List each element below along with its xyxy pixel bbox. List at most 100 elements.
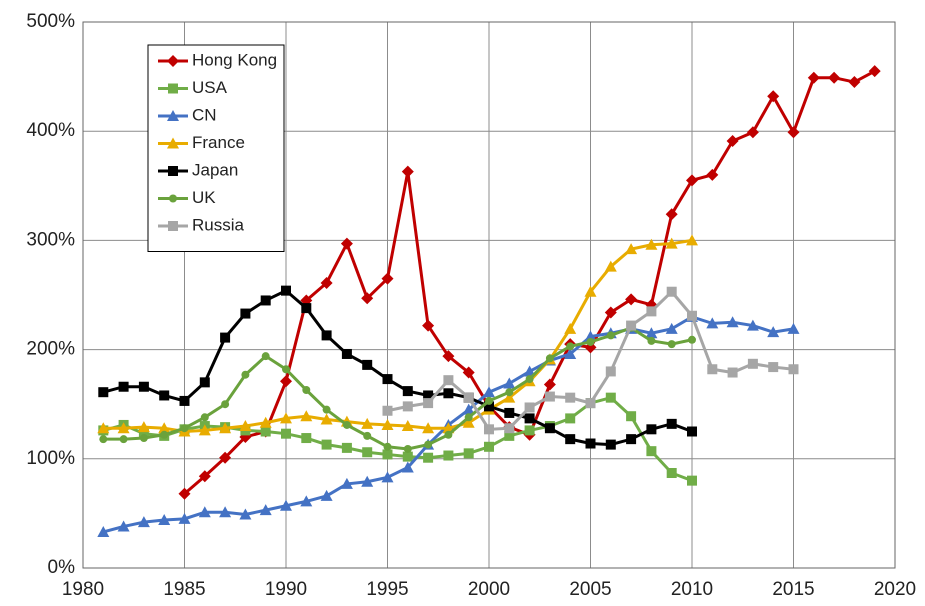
marker bbox=[443, 450, 454, 461]
marker bbox=[564, 322, 577, 334]
marker bbox=[178, 487, 191, 500]
marker bbox=[320, 276, 333, 289]
marker bbox=[168, 83, 178, 94]
marker bbox=[646, 306, 657, 317]
marker bbox=[604, 306, 617, 319]
marker bbox=[665, 237, 678, 249]
x-tick-label: 1980 bbox=[62, 579, 104, 600]
marker bbox=[665, 322, 678, 334]
marker bbox=[260, 426, 271, 437]
marker bbox=[167, 137, 179, 149]
marker bbox=[99, 435, 108, 444]
marker bbox=[301, 433, 312, 444]
marker bbox=[726, 316, 739, 328]
marker bbox=[686, 174, 698, 187]
marker bbox=[137, 516, 150, 528]
marker bbox=[260, 295, 271, 306]
marker bbox=[586, 337, 595, 346]
marker bbox=[381, 418, 394, 430]
marker bbox=[524, 402, 535, 413]
marker bbox=[807, 71, 820, 84]
marker bbox=[767, 326, 780, 338]
marker bbox=[160, 430, 169, 439]
marker bbox=[707, 364, 718, 375]
marker bbox=[198, 424, 211, 436]
marker bbox=[504, 407, 515, 418]
marker bbox=[606, 331, 615, 340]
marker bbox=[401, 165, 414, 178]
marker bbox=[463, 448, 474, 459]
x-tick-label: 2020 bbox=[874, 579, 916, 600]
marker bbox=[97, 525, 110, 537]
marker bbox=[167, 110, 179, 121]
marker bbox=[321, 439, 332, 450]
marker bbox=[159, 390, 170, 401]
marker bbox=[525, 375, 534, 384]
marker bbox=[646, 446, 657, 457]
marker bbox=[444, 430, 453, 439]
marker bbox=[462, 403, 475, 415]
marker bbox=[401, 461, 414, 473]
marker bbox=[340, 237, 353, 250]
y-tick-label: 300% bbox=[26, 229, 75, 250]
marker bbox=[138, 381, 149, 392]
marker bbox=[462, 366, 475, 379]
marker bbox=[787, 322, 800, 334]
marker bbox=[463, 392, 474, 403]
marker bbox=[180, 424, 189, 433]
marker bbox=[605, 392, 616, 403]
marker bbox=[687, 310, 697, 321]
marker bbox=[524, 413, 535, 424]
marker bbox=[280, 412, 292, 424]
marker bbox=[484, 424, 494, 435]
marker bbox=[240, 308, 251, 319]
marker bbox=[666, 467, 677, 478]
marker bbox=[605, 366, 616, 377]
marker bbox=[565, 392, 576, 403]
marker bbox=[158, 513, 171, 525]
series-line bbox=[103, 238, 693, 434]
marker bbox=[505, 388, 514, 397]
marker bbox=[402, 386, 413, 397]
marker bbox=[585, 398, 596, 409]
marker bbox=[706, 317, 719, 329]
marker bbox=[381, 272, 394, 285]
marker bbox=[746, 126, 759, 139]
marker bbox=[584, 330, 597, 342]
marker bbox=[503, 391, 516, 403]
marker bbox=[402, 451, 413, 462]
marker bbox=[301, 303, 312, 314]
marker bbox=[544, 423, 555, 434]
x-tick-label: 2010 bbox=[671, 579, 713, 600]
marker bbox=[259, 416, 272, 428]
marker bbox=[726, 135, 739, 148]
marker bbox=[220, 332, 231, 343]
marker bbox=[320, 413, 333, 425]
marker bbox=[118, 381, 129, 392]
marker bbox=[403, 444, 412, 453]
marker bbox=[219, 506, 232, 518]
marker bbox=[485, 396, 493, 405]
marker bbox=[462, 416, 475, 428]
marker bbox=[167, 55, 179, 67]
marker bbox=[383, 442, 392, 451]
marker bbox=[605, 439, 616, 450]
marker bbox=[382, 405, 393, 416]
marker bbox=[868, 65, 881, 78]
marker bbox=[382, 449, 393, 460]
marker bbox=[665, 208, 678, 221]
x-tick-label: 2000 bbox=[468, 579, 510, 600]
legend-label: UK bbox=[192, 188, 216, 207]
marker bbox=[168, 221, 178, 231]
marker bbox=[584, 285, 597, 297]
marker bbox=[564, 347, 577, 359]
marker bbox=[302, 386, 311, 395]
legend-label: Japan bbox=[192, 160, 238, 179]
x-tick-label: 2015 bbox=[772, 579, 814, 600]
marker bbox=[828, 71, 841, 84]
marker bbox=[199, 377, 210, 388]
marker bbox=[545, 354, 554, 363]
marker bbox=[484, 401, 494, 412]
legend-label: Russia bbox=[192, 215, 245, 234]
